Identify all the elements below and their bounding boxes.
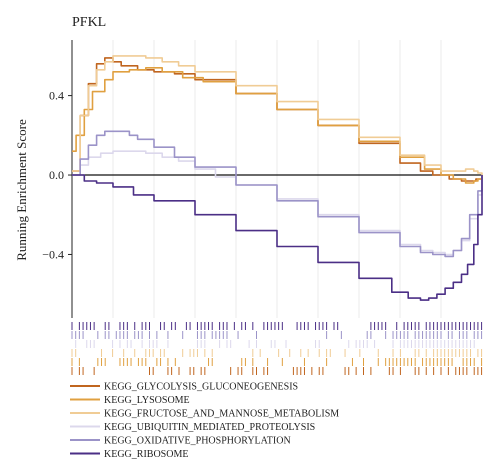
gridlines [112,40,442,318]
series-line-5 [72,130,483,258]
series-line-2 [72,67,483,184]
y-tick-label: 0.4 [49,89,64,103]
y-tick-label: 0.0 [49,168,64,182]
legend-label: KEGG_OXIDATIVE_PHOSPHORYLATION [104,436,291,447]
series-line-6 [72,174,483,301]
legend-item: KEGG_RIBOSOME [70,449,188,460]
legend-label: KEGG_FRUCTOSE_AND_MANNOSE_METABOLISM [104,409,339,420]
legend-item: KEGG_UBIQUITIN_MEDIATED_PROTEOLYSIS [70,422,315,433]
legend-label: KEGG_GLYCOLYSIS_GLUCONEOGENESIS [104,382,298,393]
legend-label: KEGG_LYSOSOME [104,395,190,406]
legend-item: KEGG_OXIDATIVE_PHOSPHORYLATION [70,436,291,447]
legend-label: KEGG_RIBOSOME [104,449,188,460]
series-line-3 [72,55,483,175]
chart-title: PFKL [72,15,106,30]
legend-item: KEGG_FRUCTOSE_AND_MANNOSE_METABOLISM [70,409,339,420]
legend-item: KEGG_LYSOSOME [70,395,190,406]
legend: KEGG_GLYCOLYSIS_GLUCONEOGENESIS KEGG_LYSO… [70,382,339,460]
y-axis-label: Running Enrichment Score [14,119,29,261]
legend-label: KEGG_UBIQUITIN_MEDIATED_PROTEOLYSIS [104,422,315,433]
y-tick-label: −0.4 [42,247,64,261]
legend-item: KEGG_GLYCOLYSIS_GLUCONEOGENESIS [70,382,298,393]
gene-hit-marks [71,322,483,375]
series-lines [72,55,483,301]
axes: −0.4 0.0 0.4 [42,40,482,318]
